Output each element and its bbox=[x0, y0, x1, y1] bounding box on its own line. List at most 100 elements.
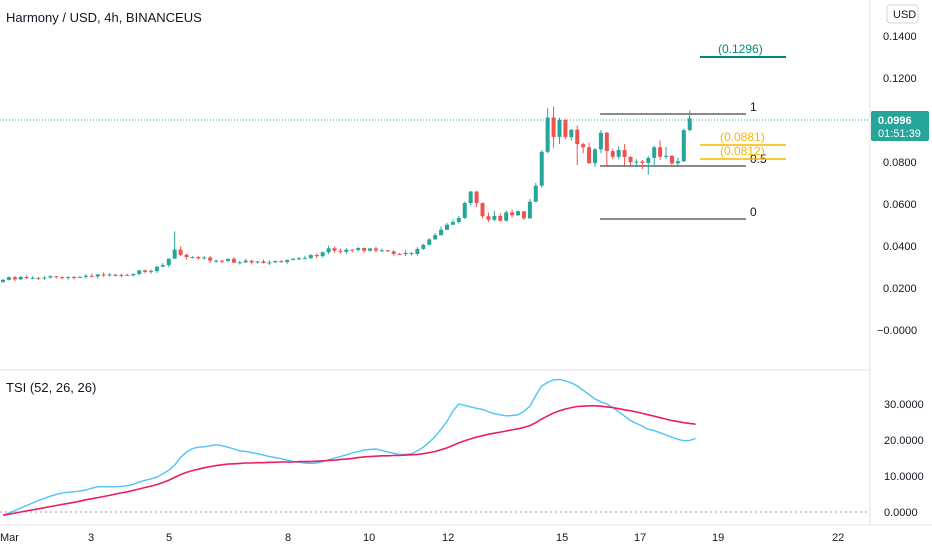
candle bbox=[89, 273, 94, 278]
candle-body bbox=[66, 276, 71, 278]
candle-body bbox=[498, 215, 503, 221]
candle-body bbox=[338, 250, 343, 252]
candle-body bbox=[456, 217, 461, 223]
candle bbox=[72, 276, 77, 280]
candle-body bbox=[48, 276, 53, 278]
time-axis[interactable]: Mar 3 5 8 10 12 15 17 19 22 bbox=[0, 532, 844, 544]
currency-button-bg[interactable] bbox=[886, 4, 919, 24]
candle bbox=[539, 150, 544, 188]
candle bbox=[225, 258, 230, 263]
candle-body bbox=[563, 119, 568, 138]
candle-body bbox=[314, 255, 319, 257]
candle bbox=[338, 248, 343, 254]
candle-body bbox=[297, 258, 301, 260]
price-tick: 0.0400 bbox=[883, 241, 917, 253]
candle bbox=[12, 276, 17, 282]
candle-body bbox=[681, 130, 686, 162]
price-tick: 0.0200 bbox=[883, 283, 917, 295]
candle-body bbox=[154, 266, 159, 272]
candle bbox=[160, 263, 165, 267]
price-tick: 0.0800 bbox=[883, 157, 917, 169]
candle-body bbox=[119, 274, 124, 276]
candle bbox=[675, 157, 680, 166]
tsi-legend[interactable]: TSI (52, 26, 26) bbox=[6, 380, 96, 395]
candle-body bbox=[646, 157, 651, 163]
time-tick: 12 bbox=[442, 532, 454, 544]
fib-label-0: 0 bbox=[750, 205, 757, 219]
candle-body bbox=[178, 249, 183, 255]
candle-body bbox=[581, 144, 586, 148]
candle bbox=[166, 258, 171, 268]
candle-body bbox=[320, 252, 325, 257]
candle bbox=[143, 269, 148, 274]
candle bbox=[83, 273, 88, 279]
candle-body bbox=[598, 132, 603, 150]
candle bbox=[634, 159, 639, 167]
candle-body bbox=[344, 249, 349, 252]
currency-button[interactable]: USD bbox=[886, 4, 919, 24]
candle bbox=[385, 250, 390, 252]
candle bbox=[427, 238, 432, 246]
candle-body bbox=[36, 277, 41, 279]
candle-body bbox=[527, 201, 532, 219]
support-levels-drawing[interactable]: (0.0881) (0.0812) bbox=[700, 130, 786, 160]
candle bbox=[581, 142, 586, 154]
candle bbox=[646, 156, 651, 175]
candle-body bbox=[1, 279, 5, 282]
candle-body bbox=[208, 257, 213, 261]
candle bbox=[30, 276, 35, 280]
candle-body bbox=[249, 260, 254, 263]
candle-body bbox=[504, 212, 509, 221]
candle bbox=[308, 254, 313, 259]
candle-body bbox=[634, 161, 639, 163]
price-axis[interactable]: 0.1400 0.1200 0.0800 0.0600 0.0400 0.020… bbox=[877, 31, 917, 337]
candle bbox=[184, 253, 189, 260]
candle-body bbox=[664, 155, 669, 157]
candle-body bbox=[291, 258, 296, 260]
candle-body bbox=[397, 253, 402, 255]
candle-body bbox=[190, 257, 195, 259]
candle-body bbox=[652, 147, 657, 158]
price-tick: 0.1200 bbox=[883, 73, 917, 85]
candle bbox=[285, 259, 290, 264]
candle-body bbox=[486, 216, 491, 220]
candle-body bbox=[326, 248, 331, 253]
candle bbox=[302, 255, 307, 260]
candle bbox=[468, 190, 473, 206]
candle-body bbox=[521, 211, 526, 219]
candle bbox=[131, 273, 136, 277]
candle-body bbox=[687, 118, 692, 131]
candle bbox=[214, 259, 219, 263]
candle-body bbox=[350, 249, 355, 251]
candle-body bbox=[101, 274, 106, 276]
bar-countdown: 01:51:39 bbox=[878, 128, 921, 140]
candle bbox=[652, 145, 657, 166]
candle bbox=[492, 210, 497, 222]
price-tick: 0.0600 bbox=[883, 199, 917, 211]
candle-body bbox=[391, 251, 396, 254]
candle bbox=[267, 260, 272, 265]
candle bbox=[249, 259, 254, 265]
candle-body bbox=[433, 235, 438, 240]
candle-body bbox=[83, 275, 88, 277]
time-tick: Mar bbox=[0, 532, 19, 544]
candle-body bbox=[77, 276, 82, 278]
tsi-axis[interactable]: 30.0000 20.0000 10.0000 0.0000 bbox=[884, 399, 924, 519]
candle bbox=[344, 248, 349, 254]
time-tick: 15 bbox=[556, 532, 568, 544]
currency-button-label[interactable]: USD bbox=[893, 9, 916, 21]
candle-body bbox=[279, 261, 284, 263]
candle bbox=[113, 274, 118, 277]
candle-body bbox=[462, 203, 467, 218]
candle-body bbox=[89, 275, 94, 277]
candle bbox=[291, 257, 296, 261]
level-a-label: (0.0881) bbox=[720, 130, 765, 144]
current-price-badge: 0.0996 01:51:39 bbox=[871, 111, 929, 141]
candle bbox=[415, 247, 420, 256]
candle bbox=[575, 125, 580, 166]
candle bbox=[391, 250, 396, 257]
target-level-drawing[interactable]: (0.1296) bbox=[700, 42, 786, 58]
candle bbox=[314, 253, 319, 259]
candle bbox=[368, 248, 373, 252]
